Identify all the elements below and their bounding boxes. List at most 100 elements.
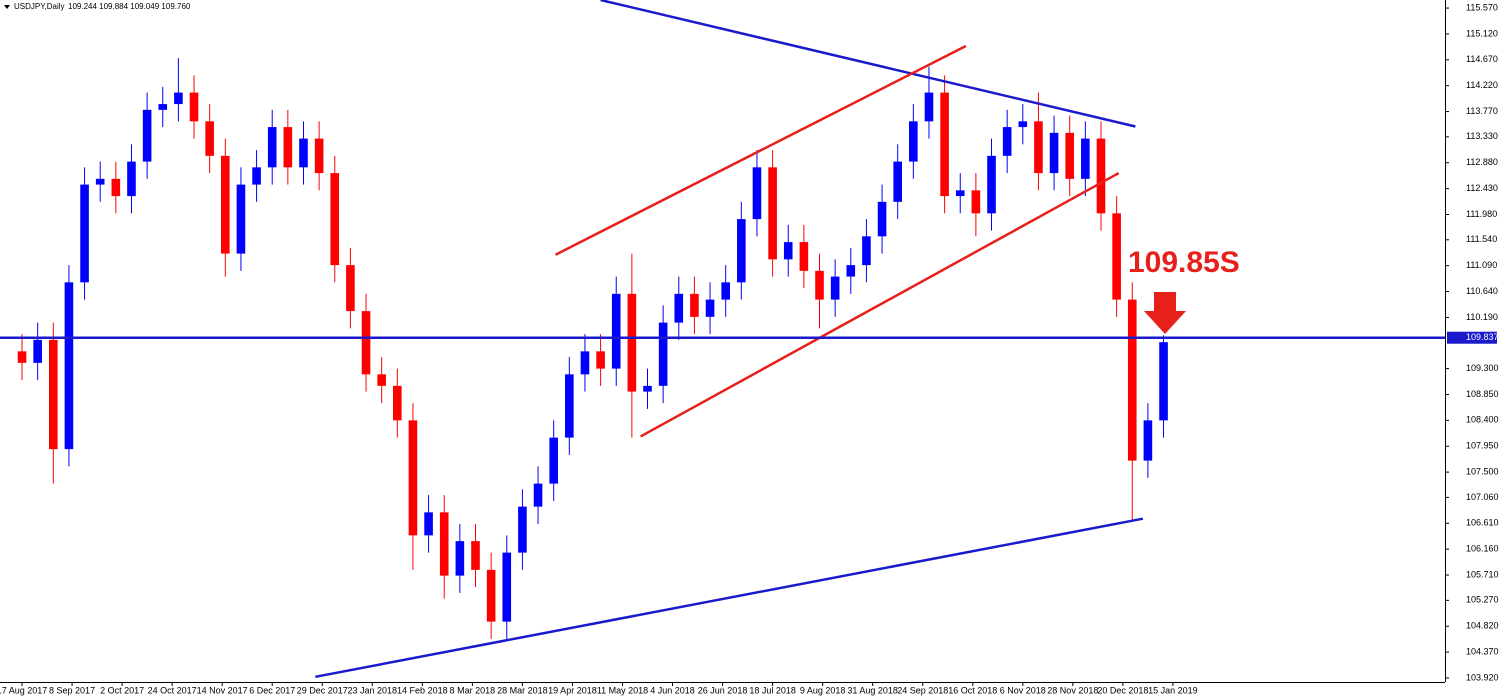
- candle-body: [830, 276, 840, 300]
- candle-body: [643, 385, 652, 392]
- y-tick-label: 113.330: [1466, 131, 1498, 141]
- y-tick-label: 106.160: [1466, 544, 1499, 554]
- candle-body: [1127, 299, 1137, 461]
- candle-body: [111, 178, 121, 197]
- x-tick-label: 20 Dec 2018: [1097, 685, 1148, 695]
- y-tick-label: 114.670: [1466, 54, 1498, 64]
- candle-body: [1096, 138, 1106, 214]
- candle-body: [1081, 138, 1090, 179]
- candle-body: [314, 138, 324, 174]
- candle-body: [1002, 127, 1012, 156]
- y-tick-label: 106.610: [1466, 518, 1499, 528]
- price-tag-label: 109.837: [1466, 332, 1499, 342]
- y-tick-label: 105.710: [1466, 569, 1499, 579]
- candle-body: [924, 92, 934, 122]
- y-tick-label: 108.400: [1466, 415, 1499, 425]
- x-tick-label: 14 Feb 2018: [397, 685, 448, 695]
- y-tick-label: 110.190: [1466, 312, 1498, 322]
- y-tick-label: 108.850: [1466, 389, 1499, 399]
- candle-body: [127, 161, 136, 197]
- x-tick-label: 17 Aug 2017: [0, 685, 47, 695]
- candle-body: [893, 161, 902, 202]
- price-tag: [1447, 331, 1497, 344]
- x-tick-label: 8 Sep 2017: [49, 685, 95, 695]
- candle-body: [361, 311, 371, 375]
- x-tick-label: 9 Aug 2018: [800, 685, 846, 695]
- x-tick-label: 19 Apr 2018: [548, 685, 597, 695]
- y-tick-label: 111.540: [1466, 234, 1497, 244]
- candle-body: [783, 242, 793, 260]
- y-tick-label: 107.950: [1466, 441, 1499, 451]
- candle-body: [267, 127, 277, 168]
- x-tick-label: 31 Aug 2018: [847, 685, 898, 695]
- candle-body: [909, 121, 918, 162]
- candle-body: [158, 104, 168, 110]
- candle-body: [48, 339, 58, 450]
- candle-body: [17, 351, 27, 363]
- candle-body: [611, 293, 621, 369]
- y-tick-label: 107.060: [1466, 492, 1499, 502]
- candle-body: [189, 92, 199, 122]
- candle-body: [768, 167, 777, 260]
- x-tick-label: 6 Nov 2018: [1000, 685, 1046, 695]
- y-tick-label: 107.500: [1466, 466, 1499, 476]
- x-tick-label: 24 Sep 2018: [897, 685, 948, 695]
- candle-body: [393, 385, 402, 421]
- candle-body: [877, 201, 887, 237]
- candle-body: [565, 374, 574, 438]
- candle-body: [471, 541, 480, 570]
- candle-body: [705, 299, 715, 317]
- candle-body: [346, 265, 355, 312]
- x-tick-label: 26 Jun 2018: [698, 685, 748, 695]
- candle-body: [815, 270, 824, 300]
- candle-body: [549, 437, 558, 484]
- y-tick-label: 109.300: [1466, 363, 1499, 373]
- candle-body: [533, 483, 543, 507]
- x-tick-label: 28 Nov 2018: [1047, 685, 1098, 695]
- candle-body: [518, 506, 527, 553]
- candle-body: [1159, 342, 1168, 421]
- candle-body: [330, 173, 340, 266]
- candle-body: [377, 374, 386, 386]
- candle-body: [80, 184, 89, 283]
- menu-triangle: [4, 5, 10, 9]
- x-tick-label: 15 Jan 2019: [1148, 685, 1198, 695]
- x-tick-label: 11 May 2018: [597, 685, 648, 695]
- y-tick-label: 103.920: [1466, 672, 1499, 682]
- candle-body: [846, 265, 856, 277]
- candle-body: [658, 322, 668, 386]
- y-tick-label: 105.270: [1466, 595, 1499, 605]
- trend-line: [315, 517, 1144, 679]
- candle-body: [221, 155, 230, 254]
- header-values: 109.244 109.884 109.049 109.760: [68, 2, 191, 11]
- candle-body: [1112, 213, 1121, 300]
- y-tick-label: 115.570: [1466, 2, 1498, 12]
- annotation: 109.85S: [1128, 246, 1240, 279]
- candle-body: [299, 138, 308, 168]
- candle-body: [205, 121, 214, 156]
- candle-body: [283, 127, 293, 168]
- y-tick-label: 112.430: [1466, 183, 1498, 193]
- x-tick-label: 23 Jan 2018: [348, 685, 398, 695]
- candle-body: [1065, 132, 1075, 179]
- candle-body: [424, 512, 433, 536]
- candle-body: [721, 282, 730, 300]
- candle-body: [971, 190, 981, 214]
- candle-body: [64, 282, 74, 450]
- candle-body: [955, 190, 965, 197]
- y-tick-label: 104.820: [1466, 621, 1499, 631]
- y-tick-label: 115.120: [1466, 28, 1498, 38]
- candle-body: [580, 351, 590, 375]
- candle-body: [987, 155, 996, 214]
- candle-body: [674, 293, 684, 323]
- candle-body: [252, 167, 261, 185]
- chart-title: USDJPY,Daily: [14, 2, 65, 11]
- candle-body: [1143, 420, 1153, 461]
- candle-body: [862, 236, 871, 266]
- y-tick-label: 112.880: [1466, 157, 1498, 167]
- candle-body: [455, 541, 465, 576]
- plot: [0, 0, 1445, 679]
- down-arrow: [1144, 292, 1186, 334]
